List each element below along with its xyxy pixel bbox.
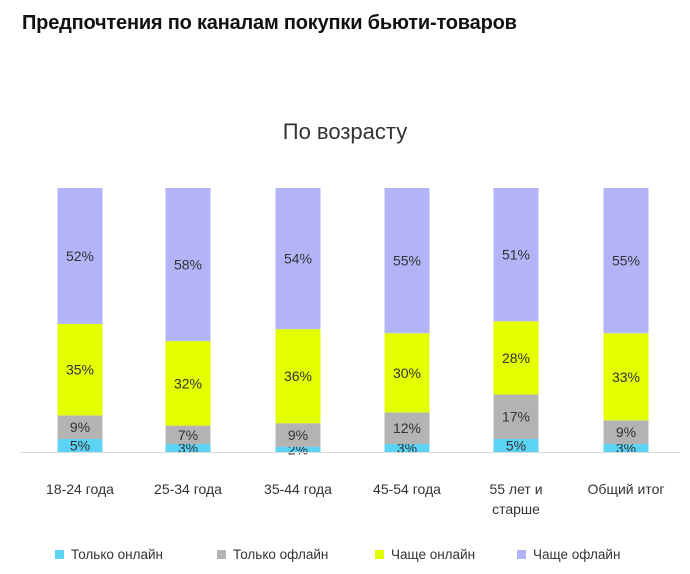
bar-segment bbox=[57, 438, 103, 452]
category-label: 25-34 года bbox=[154, 481, 222, 497]
data-label: 5% bbox=[70, 437, 90, 453]
data-label: 9% bbox=[288, 427, 308, 443]
bar-segment bbox=[603, 444, 649, 452]
bar-segment bbox=[57, 188, 103, 324]
bar-segment bbox=[165, 341, 211, 426]
legend-swatch bbox=[217, 549, 226, 559]
bar-segment bbox=[603, 188, 649, 334]
bar-segment bbox=[275, 423, 321, 447]
data-label: 58% bbox=[174, 257, 202, 273]
legend-item: Чаще офлайн bbox=[517, 544, 620, 564]
data-label: 9% bbox=[70, 419, 90, 435]
bar-segment bbox=[57, 323, 103, 416]
data-label: 51% bbox=[502, 247, 530, 263]
legend-swatch bbox=[375, 549, 384, 559]
category-label: старше bbox=[492, 501, 540, 517]
data-label: 28% bbox=[502, 350, 530, 366]
bar-segment bbox=[384, 412, 430, 445]
data-label: 9% bbox=[616, 424, 636, 440]
legend-item: Только онлайн bbox=[55, 544, 163, 564]
bar-segment bbox=[384, 188, 430, 334]
legend-label: Чаще онлайн bbox=[391, 546, 476, 562]
data-label: 33% bbox=[612, 369, 640, 385]
data-label: 55% bbox=[393, 253, 421, 269]
category-label: 35-44 года bbox=[264, 481, 332, 497]
bar-segment bbox=[275, 329, 321, 424]
bar-segment bbox=[384, 333, 430, 413]
page-title: Предпочтения по каналам покупки бьюти-то… bbox=[22, 12, 517, 34]
bar-segment bbox=[493, 321, 539, 395]
bar-segment bbox=[275, 188, 321, 330]
bar-segment bbox=[57, 415, 103, 439]
chart-title: По возрасту bbox=[282, 119, 408, 144]
bar-segment bbox=[165, 444, 211, 452]
data-label: 54% bbox=[284, 251, 312, 267]
legend-label: Только онлайн bbox=[71, 546, 163, 562]
category-label: 18-24 года bbox=[46, 481, 114, 497]
bar-segment bbox=[493, 438, 539, 452]
data-label: 55% bbox=[612, 253, 640, 269]
bar-segment bbox=[165, 425, 211, 445]
legend-item: Только офлайн bbox=[217, 544, 328, 564]
legend-label: Только офлайн bbox=[233, 546, 329, 562]
legend-label: Чаще офлайн bbox=[533, 546, 621, 562]
legend-swatch bbox=[55, 549, 64, 559]
bar-segment bbox=[603, 420, 649, 445]
category-label: 55 лет и bbox=[489, 481, 543, 497]
bar-segment bbox=[493, 188, 539, 322]
legend: Только онлайн Только офлайн Чаще онлайн Чащ… bbox=[0, 544, 690, 564]
data-label: 17% bbox=[502, 409, 530, 425]
data-label: 52% bbox=[66, 248, 94, 264]
bar-segment bbox=[165, 188, 211, 342]
data-label: 12% bbox=[393, 420, 421, 436]
bar-segment bbox=[603, 333, 649, 421]
bar-segment bbox=[493, 394, 539, 439]
category-label: 45-54 года bbox=[373, 481, 441, 497]
legend-swatch bbox=[517, 549, 526, 559]
category-label: Общий итог bbox=[587, 481, 665, 497]
bar-segment bbox=[384, 444, 430, 452]
data-label: 36% bbox=[284, 368, 312, 384]
data-label: 32% bbox=[174, 375, 202, 391]
bar-segment bbox=[275, 446, 321, 452]
data-label: 7% bbox=[178, 427, 198, 443]
legend-item: Чаще онлайн bbox=[375, 544, 475, 564]
data-label: 5% bbox=[506, 437, 526, 453]
data-label: 35% bbox=[66, 362, 94, 378]
data-label: 30% bbox=[393, 365, 421, 381]
